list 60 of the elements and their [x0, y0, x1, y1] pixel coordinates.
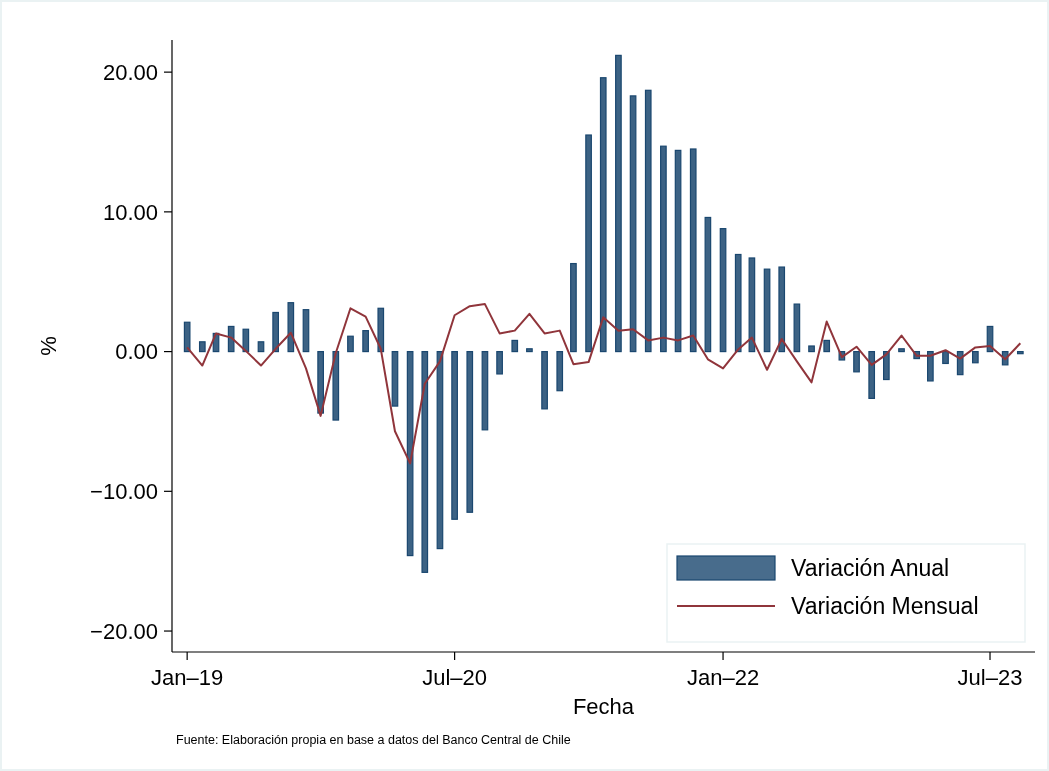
bar [570, 262, 577, 353]
x-tick-label: Jan–19 [151, 665, 224, 690]
bar [377, 307, 385, 353]
bar [556, 350, 564, 392]
y-tick-label: 20.00 [102, 59, 158, 85]
bar [526, 348, 533, 353]
bar [332, 350, 340, 421]
bar [599, 77, 607, 353]
bar [748, 257, 756, 353]
bar [704, 216, 712, 353]
bar [347, 335, 354, 353]
x-tick-label: Jul–20 [422, 665, 488, 690]
bar [287, 302, 295, 353]
bar [391, 350, 399, 407]
bar [511, 339, 519, 353]
bar [451, 350, 458, 520]
bar [868, 350, 876, 399]
bar [808, 345, 815, 353]
bar [227, 325, 235, 353]
y-tick-label: 10.00 [102, 199, 158, 225]
x-tick-label: Jan–22 [686, 665, 760, 690]
bar [198, 341, 206, 353]
bar [942, 350, 949, 365]
y-tick-label: 0.00 [115, 339, 158, 365]
y-tick-label: −10.00 [90, 479, 158, 505]
bar [496, 350, 503, 375]
bar [883, 350, 890, 381]
line-series [186, 303, 1022, 465]
bar [466, 350, 474, 513]
bar [778, 266, 786, 353]
legend-label: Variación Anual [791, 555, 950, 582]
bar [406, 350, 414, 557]
bar [660, 145, 667, 353]
bar [541, 350, 548, 410]
source-note: Fuente: Elaboración propia en base a datos del Banco Central de Chile [176, 733, 571, 747]
y-tick-label: −20.00 [90, 618, 158, 644]
bar [853, 350, 860, 373]
bar [585, 134, 592, 353]
bar [719, 228, 727, 353]
bar [362, 330, 369, 353]
bar [793, 303, 801, 353]
bar [302, 309, 310, 353]
bar [317, 350, 324, 414]
bar [242, 328, 250, 353]
legend-label: Variación Mensual [791, 593, 979, 620]
y-axis-title: % [36, 336, 61, 356]
bar [615, 54, 622, 353]
bar [644, 89, 652, 353]
bar [972, 350, 979, 364]
bar [898, 348, 905, 353]
x-axis-title: Fecha [572, 694, 635, 719]
bar [272, 311, 280, 353]
bar [183, 321, 191, 353]
bar [1016, 350, 1024, 355]
bar [823, 339, 831, 353]
bar [689, 148, 697, 353]
bar [257, 341, 265, 353]
bar [734, 253, 742, 353]
x-tick-label: Jul–23 [957, 665, 1023, 690]
bar [421, 350, 429, 573]
